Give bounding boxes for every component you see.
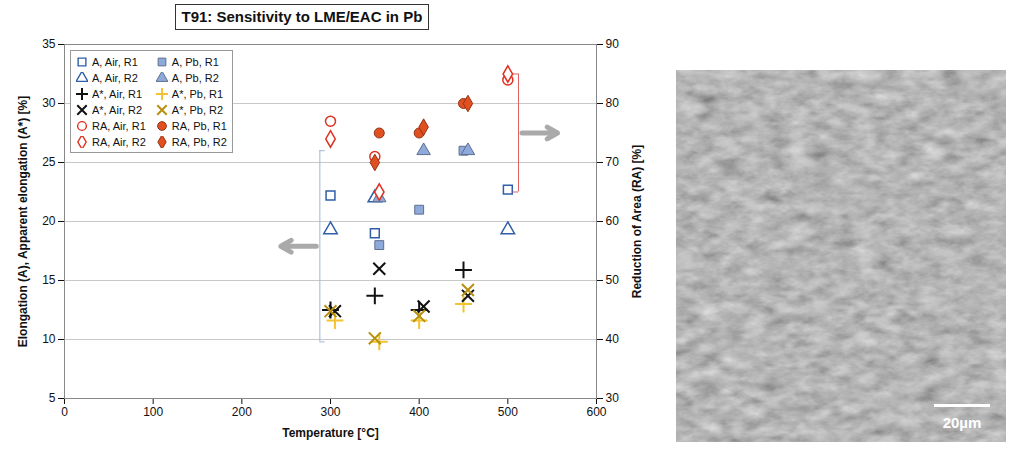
svg-text:0: 0 [61, 405, 68, 419]
html-text:RA, Pb, R2: RA, Pb, R2 [171, 135, 227, 148]
svg-text:70: 70 [606, 155, 620, 169]
svg-text:50: 50 [606, 273, 620, 287]
svg-text:35: 35 [42, 37, 56, 51]
html-text:A*, Air, R1: A*, Air, R1 [92, 87, 143, 100]
svg-text:5: 5 [49, 391, 56, 405]
svg-text:10: 10 [42, 332, 56, 346]
svg-text:400: 400 [409, 405, 429, 419]
html-text:RA, Pb, R1: RA, Pb, R1 [171, 119, 227, 132]
svg-text:Elongation (A), Apparent elong: Elongation (A), Apparent elongation (A*)… [16, 96, 30, 348]
html-text:A, Air, R2: A, Air, R2 [92, 71, 138, 84]
svg-text:200: 200 [232, 405, 252, 419]
svg-text:80: 80 [606, 96, 620, 110]
svg-text:300: 300 [320, 405, 340, 419]
html-text:A, Pb, R1: A, Pb, R1 [171, 55, 219, 68]
html-text:RA, Air, R2: RA, Air, R2 [92, 135, 146, 148]
svg-text:20µm: 20µm [943, 414, 982, 431]
svg-text:25: 25 [42, 155, 56, 169]
svg-text:30: 30 [42, 96, 56, 110]
html-text:A, Air, R1: A, Air, R1 [92, 55, 138, 68]
html-text:RA, Air, R1: RA, Air, R1 [92, 119, 146, 132]
svg-text:20: 20 [42, 214, 56, 228]
svg-text:60: 60 [606, 214, 620, 228]
html-text:A*, Pb, R1: A*, Pb, R1 [171, 87, 224, 100]
svg-text:Reduction of Area (RA) [%]: Reduction of Area (RA) [%] [630, 145, 644, 299]
svg-text:500: 500 [498, 405, 518, 419]
html-text:A, Pb, R2: A, Pb, R2 [171, 71, 219, 84]
svg-text:100: 100 [143, 405, 163, 419]
html-text:A*, Pb, R2: A*, Pb, R2 [171, 103, 224, 116]
svg-text:90: 90 [606, 37, 620, 51]
html-text:A*, Air, R2: A*, Air, R2 [92, 103, 143, 116]
html-text:T91: Sensitivity to LME/EAC in: T91: Sensitivity to LME/EAC in Pb [181, 8, 423, 25]
svg-text:15: 15 [42, 273, 56, 287]
svg-text:30: 30 [606, 391, 620, 405]
svg-text:600: 600 [586, 405, 606, 419]
svg-text:40: 40 [606, 332, 620, 346]
svg-text:Temperature [°C]: Temperature [°C] [282, 426, 379, 440]
